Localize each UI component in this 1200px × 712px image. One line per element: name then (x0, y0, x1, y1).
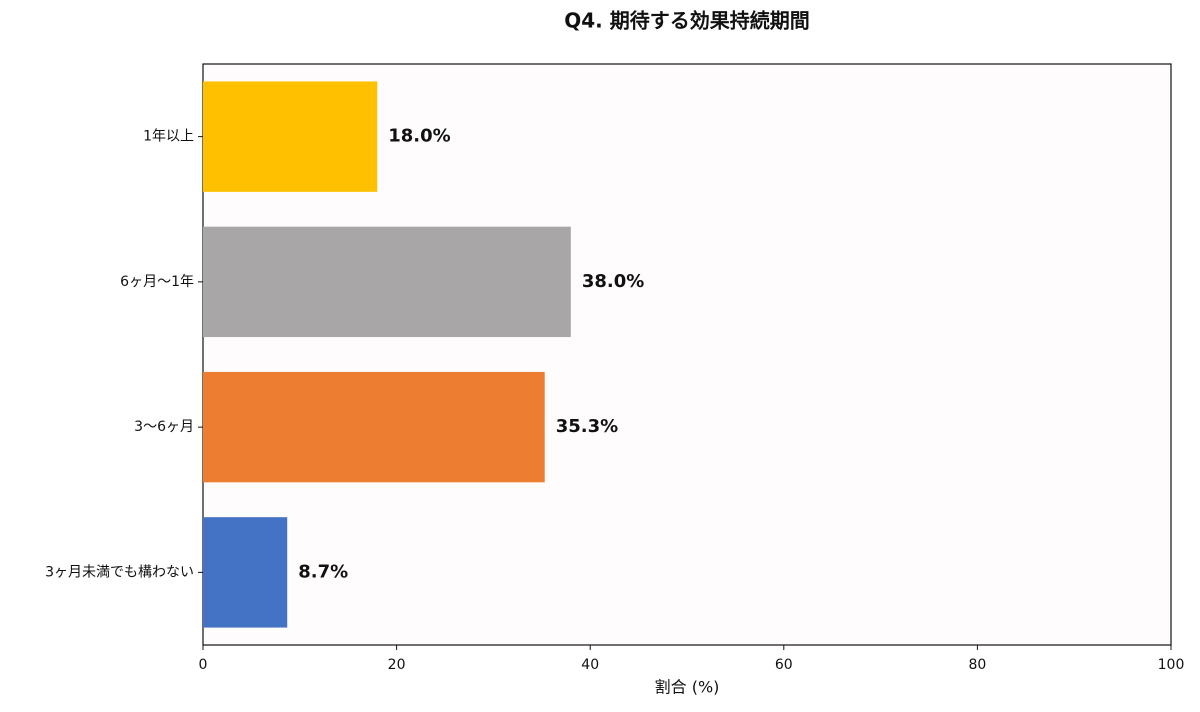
bar (203, 371, 545, 483)
bar (203, 517, 288, 628)
value-label: 8.7% (298, 561, 348, 582)
x-tick-label: 20 (388, 657, 406, 673)
chart-title: Q4. 期待する効果持続期間 (564, 9, 809, 33)
x-axis-label: 割合 (%) (655, 678, 720, 697)
bar (203, 226, 571, 338)
bar (203, 81, 378, 192)
x-tick-label: 100 (1158, 657, 1185, 673)
value-label: 38.0% (582, 271, 644, 292)
x-tick-label: 80 (968, 657, 986, 673)
y-tick-label: 3ヶ月未満でも構わない (45, 564, 194, 580)
value-label: 18.0% (388, 126, 450, 147)
y-tick-label: 6ヶ月〜1年 (120, 274, 194, 290)
y-tick-label: 1年以上 (143, 129, 194, 145)
y-tick-label: 3〜6ヶ月 (134, 419, 194, 435)
x-tick-label: 60 (775, 657, 793, 673)
x-tick-label: 0 (199, 657, 208, 673)
value-label: 35.3% (556, 416, 618, 437)
x-tick-label: 40 (581, 657, 599, 673)
